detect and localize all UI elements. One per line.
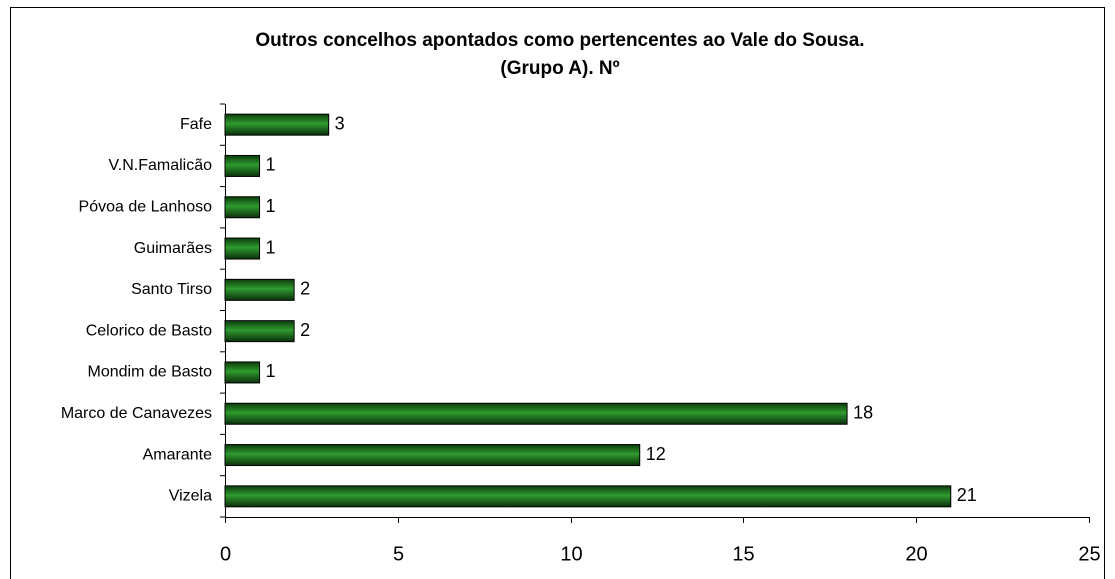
y-tick-label: Marco de Canavezes bbox=[61, 405, 212, 422]
value-label: 1 bbox=[266, 361, 276, 381]
x-tick-label: 5 bbox=[393, 543, 404, 565]
y-tick-label: Póvoa de Lanhoso bbox=[79, 198, 213, 215]
value-label: 1 bbox=[266, 155, 276, 175]
x-tick-label: 15 bbox=[732, 543, 754, 565]
bar bbox=[224, 237, 261, 260]
bar bbox=[224, 278, 295, 301]
value-label: 1 bbox=[266, 237, 276, 257]
chart-subtitle: (Grupo A). Nº bbox=[500, 58, 619, 79]
x-tick-label: 25 bbox=[1078, 543, 1100, 565]
y-tick-label: V.N.Famalicão bbox=[109, 157, 213, 174]
value-label: 21 bbox=[957, 485, 977, 505]
y-tick-label: Celorico de Basto bbox=[86, 322, 212, 339]
bar bbox=[224, 154, 261, 177]
bar bbox=[224, 402, 848, 425]
value-label: 1 bbox=[266, 196, 276, 216]
x-tick-label: 0 bbox=[220, 543, 231, 565]
x-tick-label: 20 bbox=[905, 543, 927, 565]
chart-frame bbox=[10, 7, 1105, 579]
y-tick-label: Vizela bbox=[169, 488, 212, 505]
y-tick-label: Guimarães bbox=[134, 240, 212, 257]
value-label: 2 bbox=[300, 320, 310, 340]
bar bbox=[224, 320, 295, 343]
x-tick-label: 10 bbox=[560, 543, 582, 565]
y-tick-label: Fafe bbox=[180, 116, 212, 133]
value-label: 3 bbox=[335, 113, 345, 133]
chart-title: Outros concelhos apontados como pertence… bbox=[255, 30, 864, 51]
bar bbox=[224, 196, 261, 219]
value-label: 18 bbox=[853, 403, 873, 423]
bar bbox=[224, 361, 261, 384]
bar bbox=[224, 485, 952, 508]
value-label: 2 bbox=[300, 279, 310, 299]
value-label: 12 bbox=[646, 444, 666, 464]
y-tick-label: Amarante bbox=[143, 446, 212, 463]
bar bbox=[224, 113, 330, 136]
y-tick-label: Santo Tirso bbox=[131, 281, 212, 298]
y-tick-label: Mondim de Basto bbox=[87, 364, 212, 381]
bar bbox=[224, 444, 641, 467]
